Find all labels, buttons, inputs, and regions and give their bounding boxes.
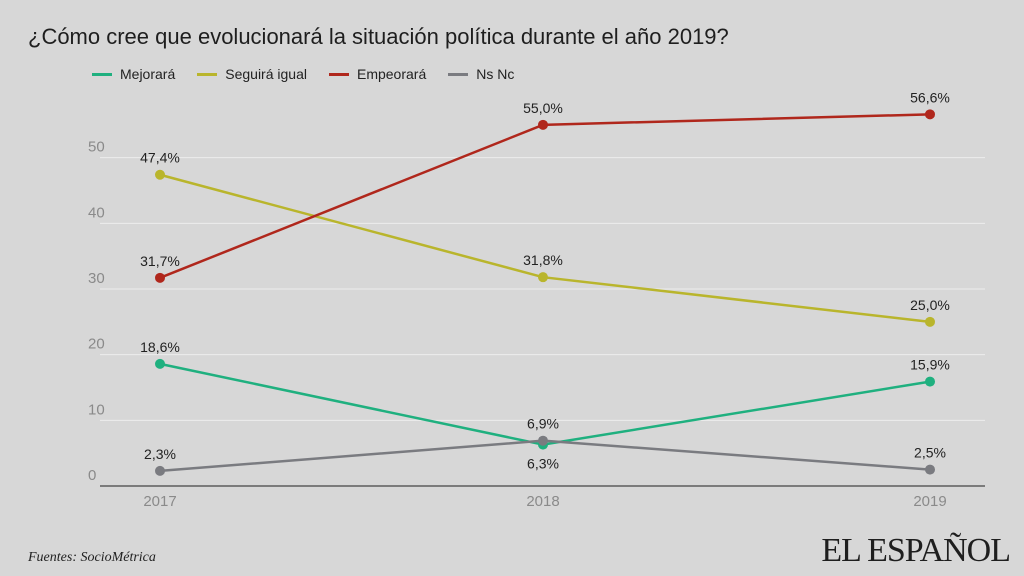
data-point xyxy=(155,465,165,476)
data-label: 31,7% xyxy=(140,253,180,269)
y-tick-label: 10 xyxy=(88,401,105,418)
x-tick-label: 2017 xyxy=(143,493,176,510)
legend-label: Ns Nc xyxy=(476,66,515,82)
y-tick-label: 0 xyxy=(88,467,96,484)
x-tick-label: 2018 xyxy=(526,493,559,510)
y-tick-label: 30 xyxy=(88,270,105,287)
source-note: Fuentes: SocioMétrica xyxy=(28,550,156,565)
legend-swatch xyxy=(448,72,469,76)
data-label: 18,6% xyxy=(140,339,180,355)
legend-label: Empeorará xyxy=(356,66,427,82)
legend-item: Seguirá igual xyxy=(197,66,307,82)
data-point xyxy=(925,316,935,327)
data-point xyxy=(155,169,165,180)
data-label: 2,3% xyxy=(144,446,176,462)
legend-item: Mejorará xyxy=(92,66,175,82)
data-label: 6,3% xyxy=(527,456,559,472)
legend-swatch xyxy=(197,72,218,76)
data-label: 15,9% xyxy=(910,357,950,373)
data-label: 56,6% xyxy=(910,89,950,105)
data-point xyxy=(538,119,548,130)
data-label: 55,0% xyxy=(523,100,563,116)
data-label: 25,0% xyxy=(910,297,950,313)
legend-label: Mejorará xyxy=(120,66,176,82)
data-label: 2,5% xyxy=(914,445,946,461)
data-point xyxy=(925,376,935,387)
data-label: 47,4% xyxy=(140,150,180,166)
series-line xyxy=(159,362,931,446)
publisher-logo: EL ESPAÑOL xyxy=(821,532,1011,569)
legend-swatch xyxy=(92,72,112,76)
data-point xyxy=(538,272,548,283)
data-label: 6,9% xyxy=(527,416,559,432)
legend-item: Empeorará xyxy=(328,66,427,82)
legend-item: Ns Nc xyxy=(448,66,514,82)
data-label: 31,8% xyxy=(523,252,563,268)
y-tick-label: 20 xyxy=(88,336,105,353)
data-point xyxy=(155,358,165,369)
y-tick-label: 40 xyxy=(88,204,105,221)
data-point xyxy=(925,464,935,475)
chart-title: ¿Cómo cree que evolucionará la situación… xyxy=(28,24,729,49)
data-point xyxy=(538,435,548,446)
legend-label: Seguirá igual xyxy=(225,66,307,82)
y-tick-label: 50 xyxy=(88,139,105,156)
series-line xyxy=(159,173,931,324)
data-point xyxy=(925,109,935,120)
legend-swatch xyxy=(328,72,349,76)
x-tick-label: 2019 xyxy=(913,493,946,510)
data-point xyxy=(155,272,165,283)
legend: Mejorará Seguirá igual Empeorará Ns Nc xyxy=(92,66,514,82)
